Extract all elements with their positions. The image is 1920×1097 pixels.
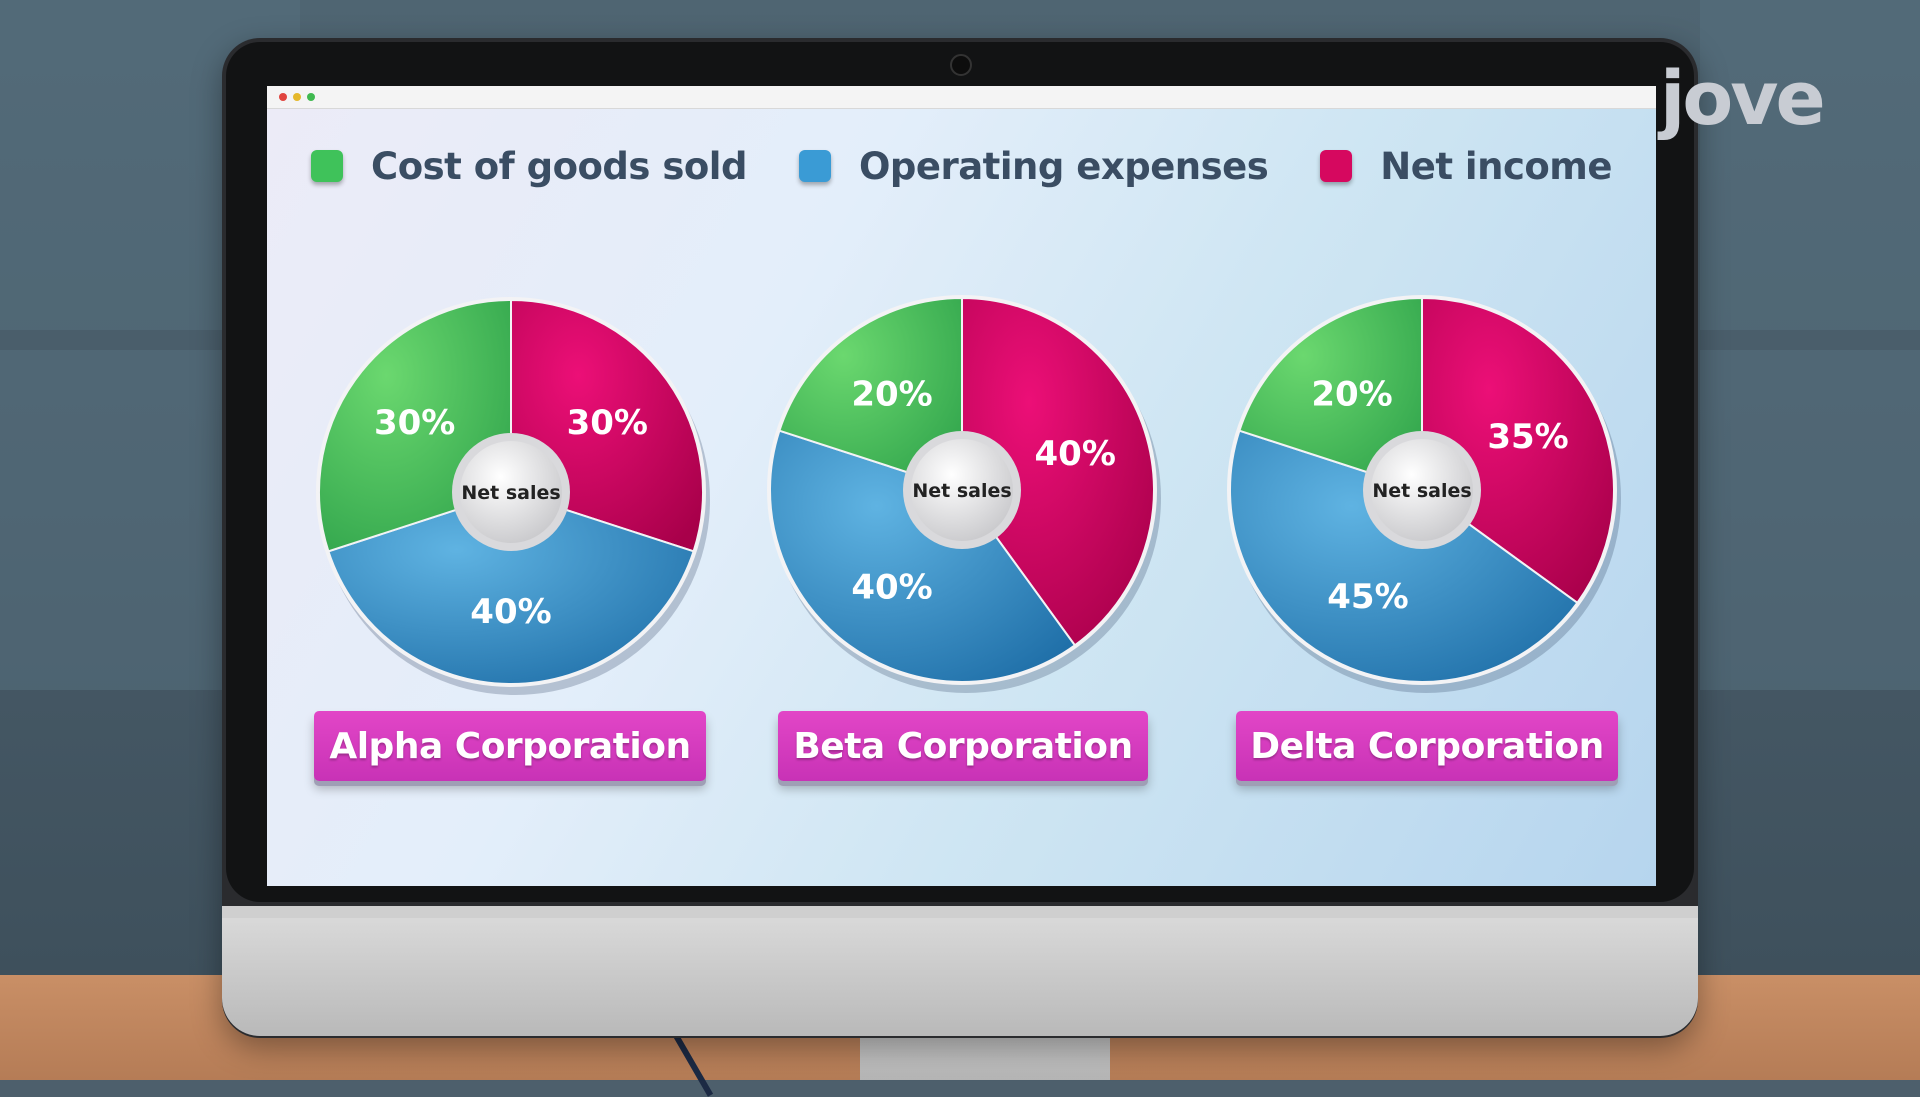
- alpha-slice-label-operating-expenses: 40%: [470, 592, 551, 632]
- chart-legend: Cost of goods sold Operating expenses Ne…: [267, 134, 1656, 198]
- delta-slice-cost-of-goods-sold: [1238, 296, 1423, 492]
- delta-center-disc: [1371, 439, 1473, 541]
- minimize-window-button[interactable]: [293, 93, 301, 101]
- legend-swatch-cogs: [311, 150, 344, 182]
- delta-slice-label-cost-of-goods-sold: 20%: [1311, 375, 1392, 415]
- beta-slice-cost-of-goods-sold: [778, 296, 963, 492]
- beta-slice-label-operating-expenses: 40%: [851, 567, 932, 607]
- legend-item-operating-expenses: Operating expenses: [798, 144, 1269, 188]
- beta-center-disc: [911, 439, 1013, 541]
- legend-swatch-operating-expenses: [798, 150, 831, 182]
- jove-logo: jove: [1660, 56, 1826, 142]
- alpha-corporation-label[interactable]: Alpha Corporation: [314, 711, 706, 781]
- beta-slice-label-cost-of-goods-sold: 20%: [851, 375, 932, 415]
- alpha-slice-operating-expenses: [327, 490, 695, 685]
- alpha-center-label: Net sales: [461, 482, 560, 504]
- delta-slice-label-net-income: 35%: [1487, 417, 1568, 457]
- delta-slice-label-operating-expenses: 45%: [1327, 577, 1408, 617]
- legend-item-net-income: Net income: [1320, 145, 1612, 188]
- alpha-center-disc: [460, 441, 562, 543]
- delta-slice-operating-expenses: [1229, 429, 1579, 683]
- beta-center-label: Net sales: [912, 480, 1011, 502]
- close-window-button[interactable]: [279, 93, 287, 101]
- beta-slice-operating-expenses: [769, 429, 1077, 683]
- beta-slice-label-net-income: 40%: [1035, 434, 1116, 474]
- alpha-slice-label-cost-of-goods-sold: 30%: [374, 403, 455, 443]
- legend-label-net-income: Net income: [1380, 144, 1612, 188]
- webcam-icon: [950, 54, 972, 76]
- delta-corporation-label[interactable]: Delta Corporation: [1236, 711, 1618, 781]
- legend-swatch-net-income: [1320, 150, 1353, 182]
- maximize-window-button[interactable]: [307, 93, 315, 101]
- beta-corporation-label[interactable]: Beta Corporation: [778, 711, 1148, 781]
- legend-label-operating-expenses: Operating expenses: [858, 144, 1269, 188]
- window-titlebar: [267, 86, 1656, 109]
- delta-center-label: Net sales: [1372, 480, 1471, 502]
- delta-slice-net-income: [1421, 296, 1615, 605]
- monitor-chin-line: [222, 906, 1698, 918]
- monitor-screen: Cost of goods sold Operating expenses Ne…: [267, 86, 1656, 886]
- monitor-chin: [222, 906, 1698, 1036]
- legend-item-cogs: Cost of goods sold: [311, 145, 747, 188]
- legend-label-cogs: Cost of goods sold: [371, 144, 747, 188]
- pie-charts: 30% 40% 30% Net sales 40% 40% 20% Net sales 35% 4…: [316, 295, 1621, 695]
- alpha-slice-label-net-income: 30%: [567, 403, 648, 443]
- beta-slice-net-income: [961, 296, 1155, 647]
